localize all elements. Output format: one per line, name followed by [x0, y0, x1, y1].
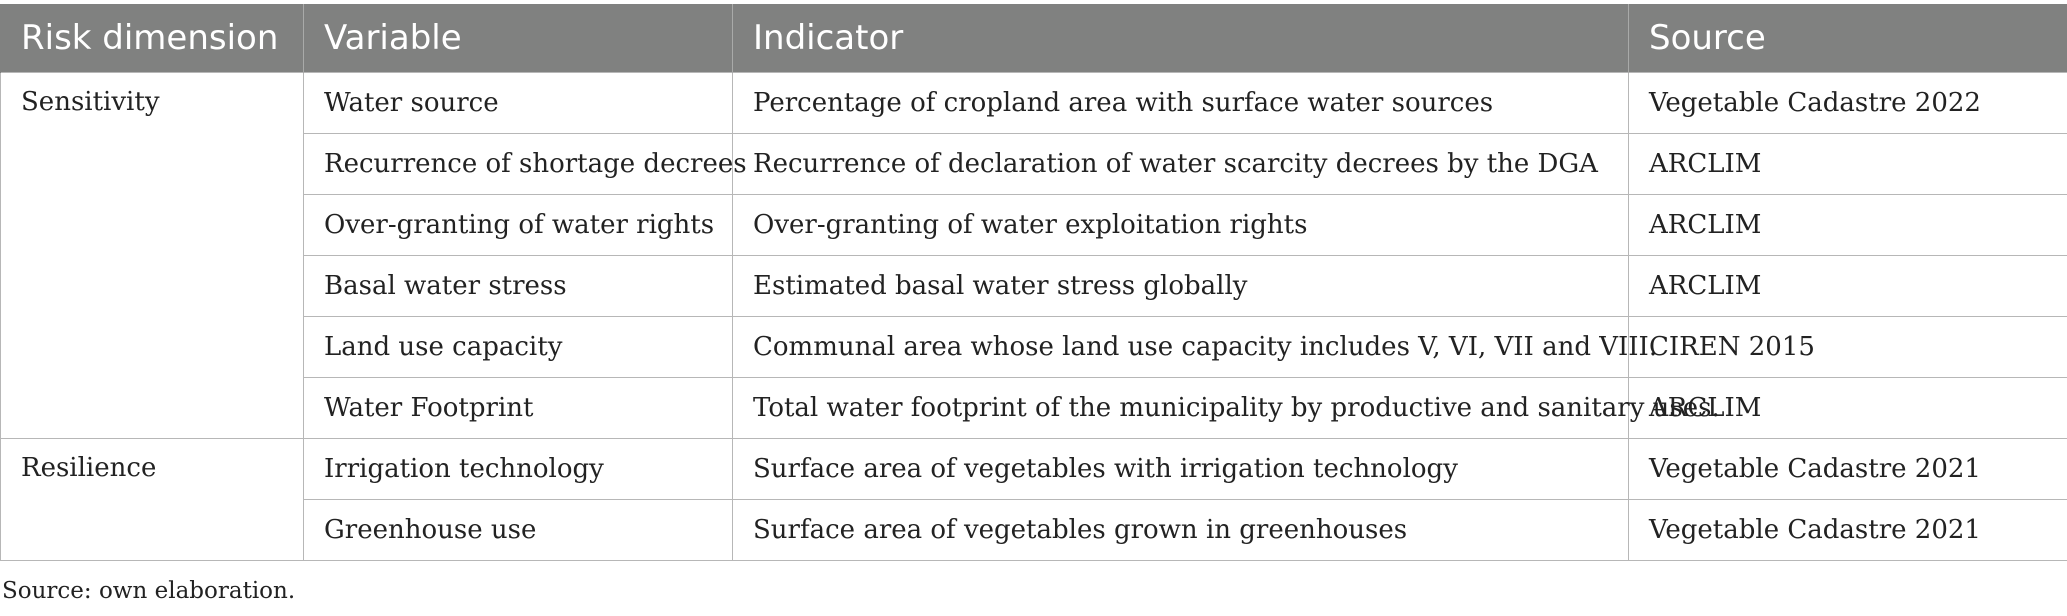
header-source: Source [1628, 4, 2067, 73]
indicator-cell: Total water footprint of the municipalit… [732, 377, 1720, 439]
indicator-cell: Percentage of cropland area with surface… [732, 72, 1629, 134]
table-row: Greenhouse use Surface area of vegetable… [1, 499, 2067, 561]
table-row: Resilience Irrigation technology Surface… [0, 438, 2067, 561]
table-row: Land use capacity Communal area whose la… [1, 316, 2067, 378]
indicator-cell: Recurrence of declaration of water scarc… [732, 133, 1629, 195]
header-variable: Variable [303, 4, 733, 73]
source-cell: ARCLIM [1628, 377, 2067, 439]
table-row: Over-granting of water rights Over-grant… [1, 194, 2067, 256]
variable-cell: Water source [303, 72, 733, 134]
variable-cell: Land use capacity [303, 316, 733, 378]
variable-cell: Basal water stress [303, 255, 733, 317]
source-cell: Vegetable Cadastre 2021 [1628, 499, 2067, 561]
table-row: Recurrence of shortage decrees Recurrenc… [1, 133, 2067, 195]
variable-cell: Irrigation technology [303, 438, 733, 500]
table-row: Sensitivity Water source Percentage of c… [0, 72, 2067, 439]
table-header-row: Risk dimension Variable Indicator Source [0, 4, 2067, 73]
variable-cell: Over-granting of water rights [303, 194, 733, 256]
table-row: Basal water stress Estimated basal water… [1, 255, 2067, 317]
table-caption: Source: own elaboration. [2, 578, 296, 604]
variable-cell: Recurrence of shortage decrees [303, 133, 747, 195]
header-indicator: Indicator [732, 4, 1629, 73]
variable-cell: Greenhouse use [303, 499, 733, 561]
indicator-cell: Communal area whose land use capacity in… [732, 316, 1657, 378]
risk-table-container: Risk dimension Variable Indicator Source… [0, 4, 2067, 561]
source-cell: Vegetable Cadastre 2021 [1628, 438, 2067, 500]
indicator-cell: Surface area of vegetables grown in gree… [732, 499, 1629, 561]
indicator-cell: Over-granting of water exploitation righ… [732, 194, 1629, 256]
source-cell: ARCLIM [1628, 255, 2067, 317]
risk-indicator-table: Risk dimension Variable Indicator Source… [0, 4, 2067, 561]
source-cell: ARCLIM [1628, 133, 2067, 195]
variable-cell: Water Footprint [303, 377, 733, 439]
source-cell: Vegetable Cadastre 2022 [1628, 72, 2067, 134]
risk-dimension-cell: Resilience [0, 438, 304, 561]
indicator-cell: Estimated basal water stress globally [732, 255, 1629, 317]
risk-dimension-cell: Sensitivity [0, 72, 304, 439]
header-risk-dimension: Risk dimension [0, 4, 304, 73]
source-cell: CIREN 2015 [1628, 316, 2067, 378]
source-cell: ARCLIM [1628, 194, 2067, 256]
indicator-cell: Surface area of vegetables with irrigati… [732, 438, 1629, 500]
table-row: Water Footprint Total water footprint of… [1, 377, 2067, 439]
